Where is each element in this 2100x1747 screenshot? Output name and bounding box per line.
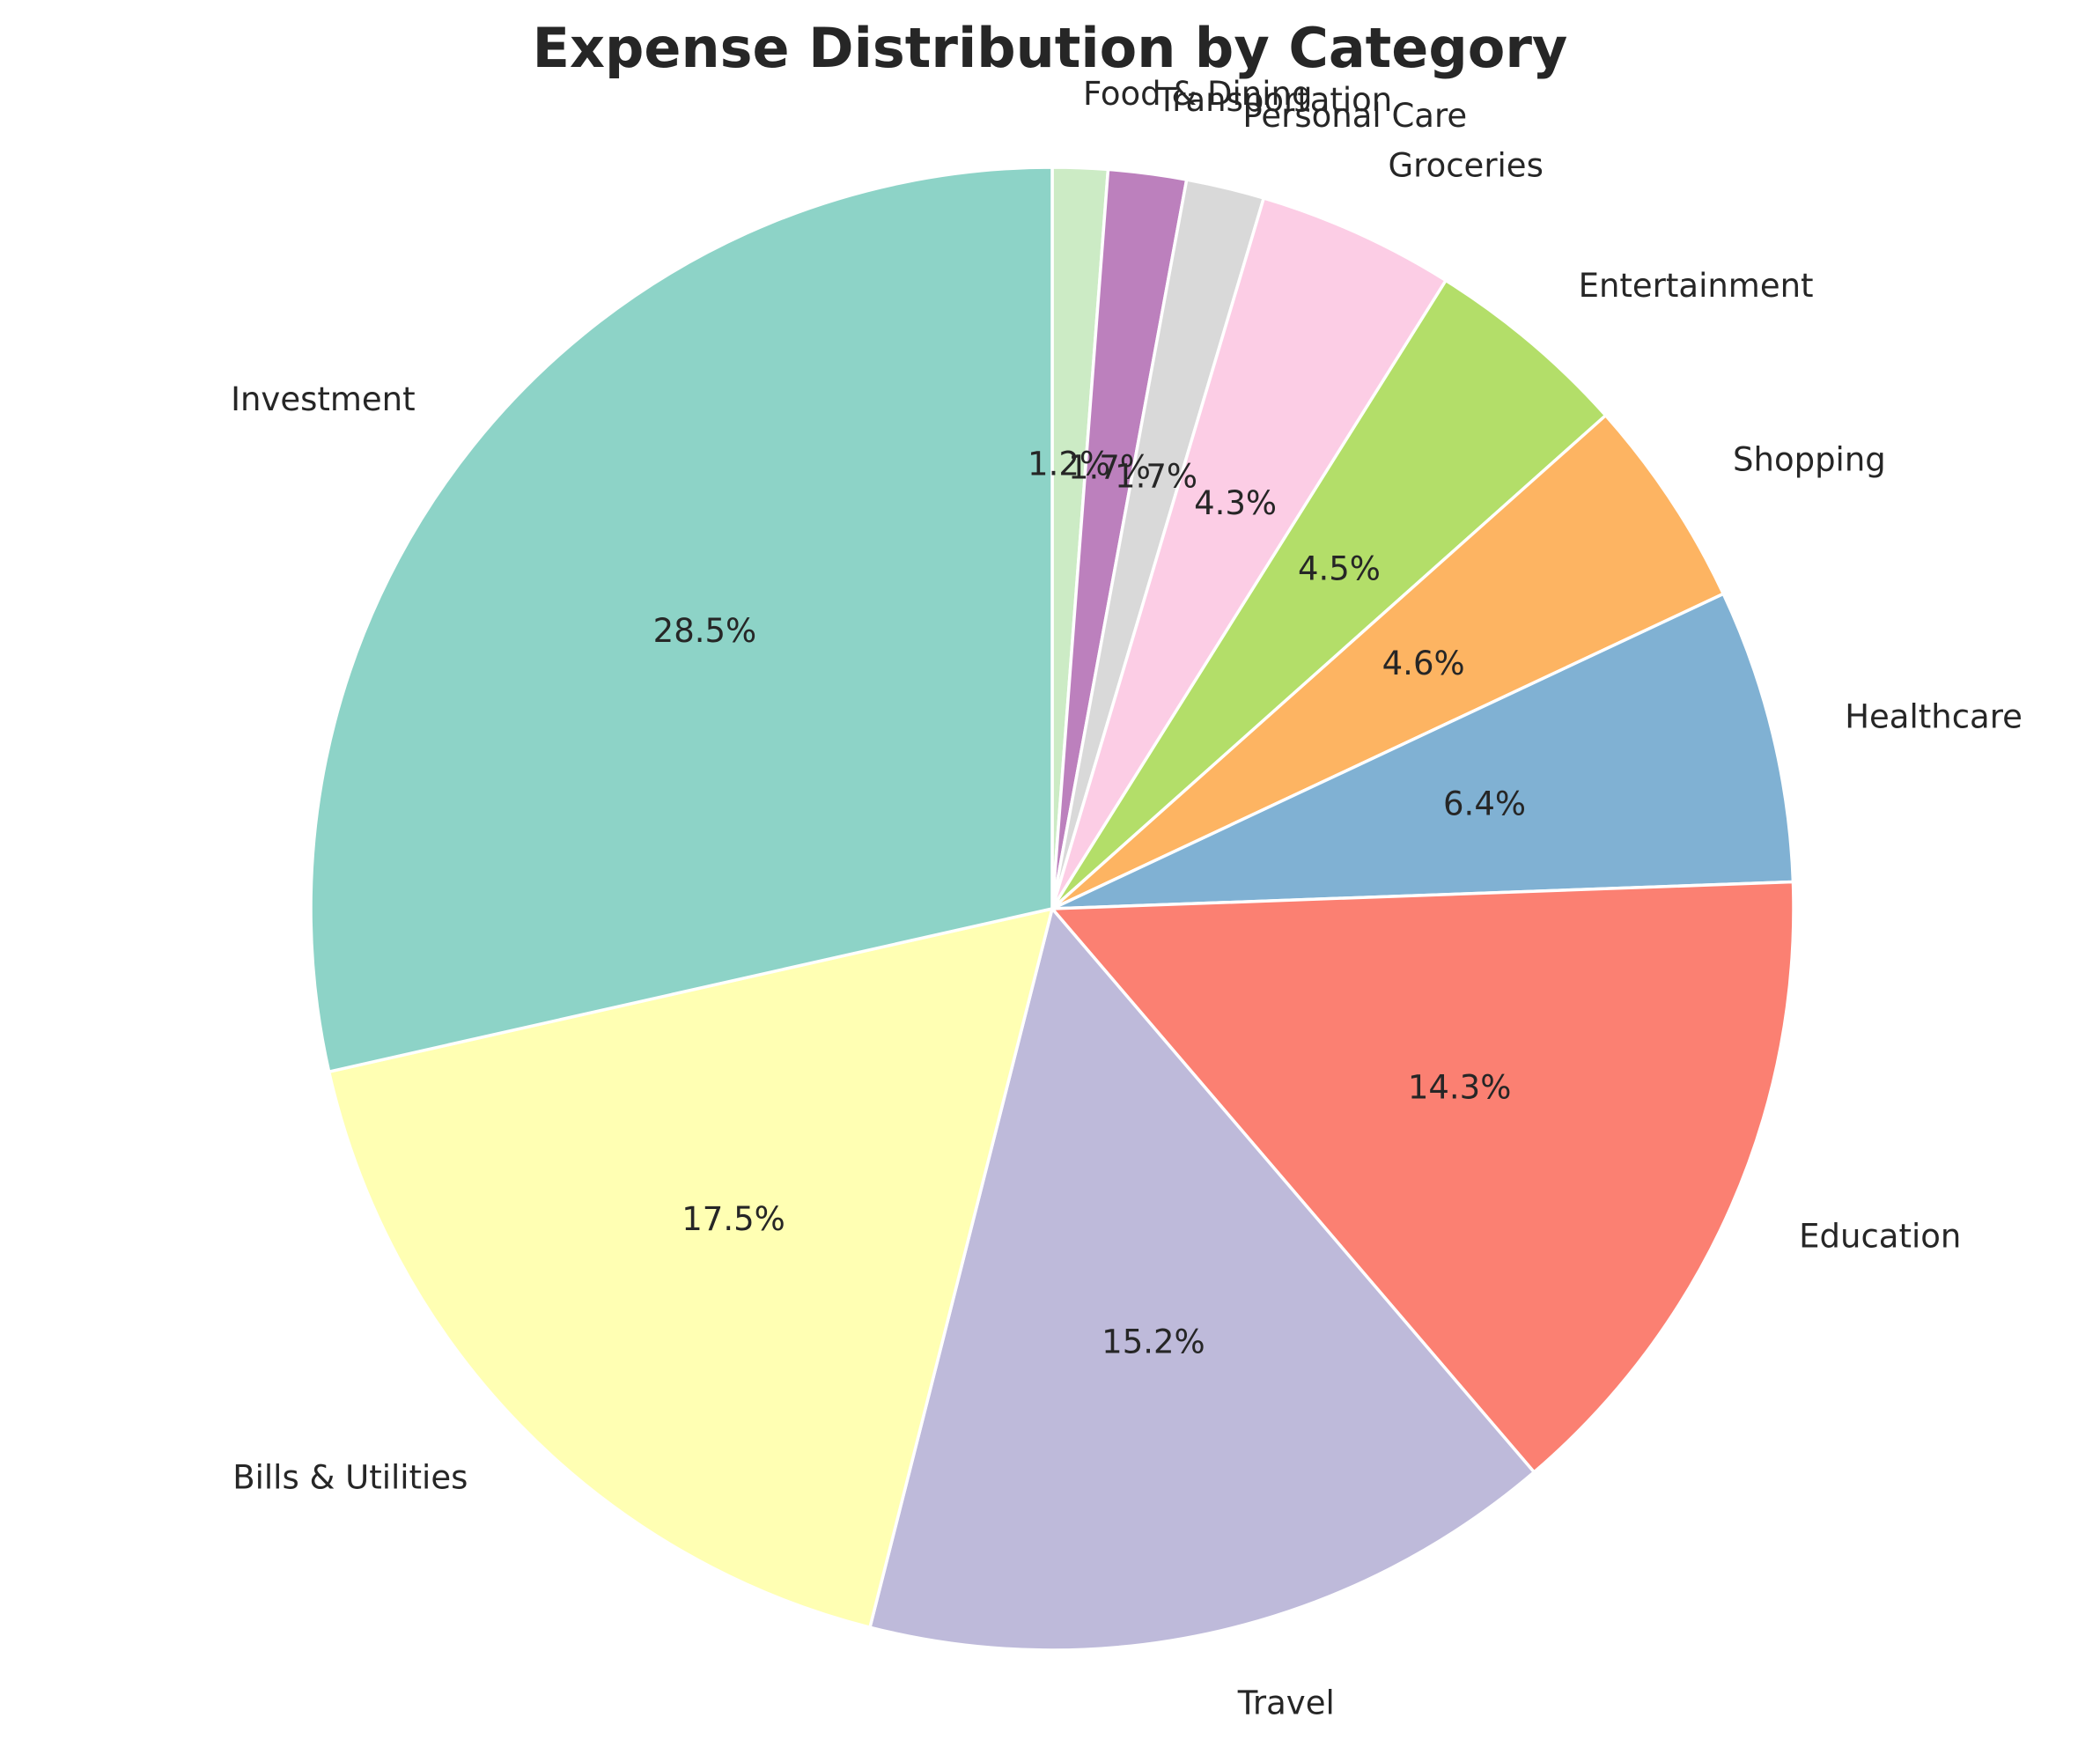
chart-title: Expense Distribution by Category	[532, 16, 1568, 80]
pct-bills-and-utilities: 17.5%	[682, 1200, 785, 1238]
label-education: Education	[1799, 1218, 1961, 1256]
slice-education	[1050, 880, 1795, 1474]
pie-percentage-labels: 1.2%1.7%1.7%4.3%4.5%4.6%6.4%14.3%15.2%17…	[653, 446, 1526, 1361]
pct-groceries: 4.3%	[1194, 484, 1277, 522]
pct-education: 14.3%	[1408, 1069, 1512, 1107]
pct-food-and-dining: 1.2%	[1028, 446, 1110, 483]
pct-personal-care: 1.7%	[1115, 457, 1197, 495]
slice-groceries	[1050, 196, 1448, 910]
slice-investment	[309, 166, 1054, 1073]
pie-slices	[309, 166, 1795, 1652]
slice-healthcare	[1050, 592, 1795, 910]
pct-entertainment: 4.5%	[1298, 550, 1381, 588]
label-personal-care: Personal Care	[1242, 97, 1467, 135]
pct-travel: 15.2%	[1102, 1323, 1205, 1360]
label-groceries: Groceries	[1389, 147, 1544, 185]
pct-shopping: 4.6%	[1382, 645, 1465, 682]
pct-investment: 28.5%	[653, 612, 757, 650]
slice-travel	[868, 907, 1536, 1652]
label-travel: Travel	[1237, 1684, 1335, 1721]
pct-transportation: 1.7%	[1068, 448, 1151, 486]
label-food-and-dining: Food & Dining	[1083, 75, 1313, 113]
label-bills-and-utilities: Bills & Utilities	[232, 1459, 468, 1497]
label-healthcare: Healthcare	[1845, 698, 2023, 736]
slice-entertainment	[1050, 278, 1608, 910]
label-investment: Investment	[231, 380, 416, 418]
pct-healthcare: 6.4%	[1443, 785, 1526, 823]
slice-bills-and-utilities	[327, 907, 1054, 1629]
label-shopping: Shopping	[1733, 440, 1886, 478]
slice-shopping	[1050, 413, 1726, 910]
label-transportation: Transportation	[1156, 81, 1392, 119]
label-entertainment: Entertainment	[1579, 267, 1814, 305]
